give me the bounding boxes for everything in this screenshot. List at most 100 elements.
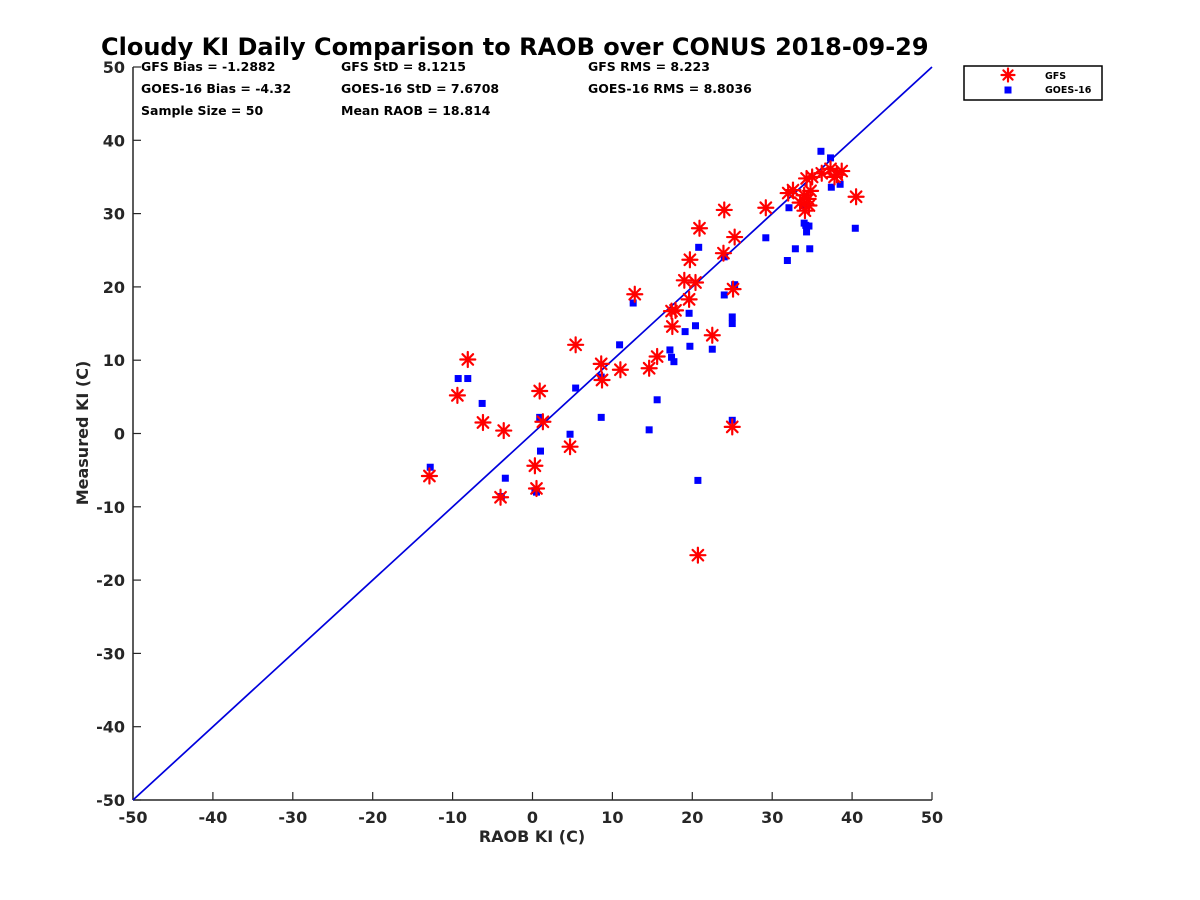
legend-marker-gfs — [1000, 67, 1016, 83]
goes16-point — [597, 413, 605, 421]
asterisk-stroke — [528, 459, 542, 473]
gfs-point — [593, 371, 611, 389]
goes16-point — [783, 257, 791, 265]
goes16-point — [836, 180, 844, 188]
y-tick-label: 10 — [103, 351, 125, 370]
asterisk-stroke — [759, 201, 773, 215]
gfs-point — [526, 457, 544, 475]
asterisk-stroke — [824, 162, 837, 176]
stat-goes-std: GOES-16 StD = 7.6708 — [341, 81, 499, 96]
goes16-point — [731, 281, 739, 289]
y-axis-label: Measured KI (C) — [73, 361, 92, 506]
goes16-point — [762, 234, 770, 242]
goes16-point — [803, 228, 811, 236]
stat-gfs-rms: GFS RMS = 8.223 — [588, 59, 710, 74]
asterisk-stroke — [494, 490, 507, 504]
legend-box — [963, 65, 1103, 101]
goes16-point — [805, 222, 813, 230]
asterisk-stroke — [476, 416, 490, 429]
goes16-point — [785, 204, 793, 212]
gfs-point — [681, 251, 699, 269]
gfs-point — [663, 317, 681, 336]
asterisk-stroke — [497, 424, 511, 437]
gfs-point — [726, 228, 744, 246]
asterisk-stroke — [461, 353, 475, 366]
y-tick-label: -40 — [96, 718, 125, 737]
goes16-point — [653, 396, 661, 404]
legend-marker-goes16 — [1004, 86, 1012, 94]
goes16-point — [791, 245, 799, 253]
asterisk-stroke — [595, 373, 609, 387]
goes16-point — [851, 224, 859, 232]
asterisk-stroke — [613, 363, 627, 377]
y-tick-label: 50 — [103, 58, 125, 77]
asterisk-stroke — [669, 303, 682, 317]
gfs-point — [527, 479, 546, 498]
gfs-point — [799, 190, 817, 208]
asterisk-stroke — [450, 388, 464, 402]
gfs-point — [724, 280, 742, 298]
asterisk-stroke — [835, 164, 849, 178]
y-tick-label: 0 — [114, 425, 125, 444]
asterisk-stroke — [801, 192, 815, 206]
asterisk-stroke — [717, 203, 731, 217]
asterisk-stroke — [725, 420, 739, 434]
gfs-point — [675, 271, 693, 289]
asterisk-stroke — [682, 292, 696, 306]
gfs-point — [561, 438, 579, 456]
x-tick-label: -20 — [358, 808, 387, 827]
goes16-point — [691, 322, 699, 330]
y-tick-label: 30 — [103, 205, 125, 224]
stat-sample-size: Sample Size = 50 — [141, 103, 263, 118]
x-tick-label: -30 — [278, 808, 307, 827]
gfs-point — [611, 361, 629, 379]
gfs-point — [847, 188, 865, 206]
goes16-point — [536, 447, 544, 455]
asterisk-stroke — [569, 338, 583, 352]
stats-block: GFS Bias = -1.2882 GFS StD = 8.1215 GFS … — [141, 59, 752, 118]
goes16-point — [616, 341, 624, 349]
goes16-point — [454, 375, 462, 383]
stat-mean-raob: Mean RAOB = 18.814 — [341, 103, 491, 118]
gfs-point — [757, 199, 775, 217]
asterisk-stroke — [683, 253, 697, 267]
gfs-point — [459, 350, 477, 369]
legend-label-goes16: GOES-16 — [1045, 85, 1092, 96]
goes16-point — [645, 426, 653, 434]
x-tick-label: 40 — [841, 808, 863, 827]
gfs-point — [690, 219, 709, 237]
gfs-point — [495, 421, 513, 440]
x-tick-label: 30 — [761, 808, 783, 827]
asterisk-stroke — [423, 469, 436, 483]
legend-square — [1004, 86, 1012, 94]
y-tick-label: -20 — [96, 571, 125, 590]
asterisk-stroke — [533, 384, 547, 398]
x-tick-label: 50 — [921, 808, 943, 827]
legend: GFS GOES-16 — [963, 65, 1103, 101]
goes16-point — [685, 309, 693, 317]
asterisk-stroke — [677, 273, 691, 287]
stat-goes-bias: GOES-16 Bias = -4.32 — [141, 81, 291, 96]
gfs-point — [534, 413, 552, 431]
stat-gfs-std: GFS StD = 8.1215 — [341, 59, 466, 74]
y-tick-label: -50 — [96, 791, 125, 810]
y-tick-label: -30 — [96, 644, 125, 663]
gfs-point — [448, 386, 466, 404]
gfs-point — [648, 347, 666, 366]
asterisk-stroke — [536, 415, 550, 429]
goes16-point — [728, 320, 736, 328]
asterisk-stroke — [717, 246, 730, 260]
asterisk-stroke — [693, 221, 706, 235]
goes16-point — [827, 154, 835, 162]
asterisk-stroke — [628, 287, 642, 301]
x-axis-label: RAOB KI (C) — [479, 827, 585, 846]
legend-label-gfs: GFS — [1045, 71, 1066, 82]
asterisk-stroke — [728, 230, 742, 244]
asterisk-stroke — [1002, 69, 1014, 81]
goes16-point — [668, 353, 676, 361]
x-tick-label: 0 — [527, 808, 538, 827]
y-tick-label: -10 — [96, 498, 125, 517]
gfs-point — [491, 488, 510, 506]
legend-asterisk — [1000, 67, 1016, 83]
x-tick-label: -40 — [198, 808, 227, 827]
